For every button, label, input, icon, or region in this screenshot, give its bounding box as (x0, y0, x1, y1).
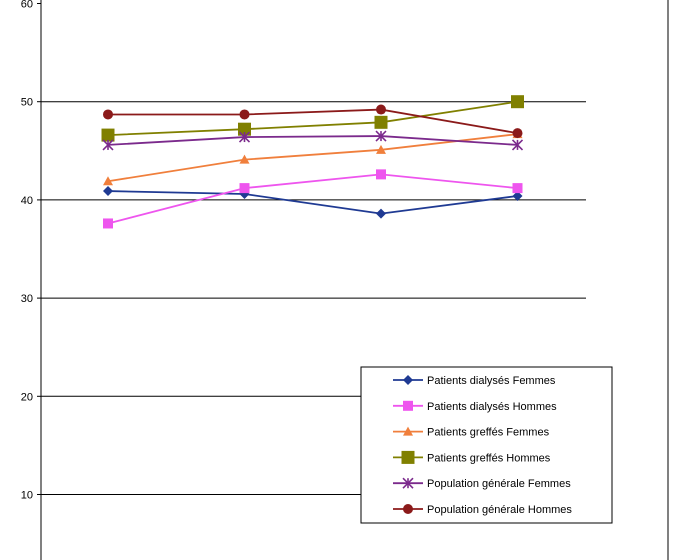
legend: Patients dialysés Femmes Patients dialysé… (360, 366, 613, 524)
series-4-point-2 (238, 122, 251, 136)
series-1-point-1 (103, 186, 113, 197)
series-5 (102, 130, 524, 151)
y-tick-label-30: 30 (21, 293, 33, 305)
legend-label-5: Population générale Femmes (427, 478, 571, 490)
legend-swatch-marker-4 (401, 450, 415, 464)
legend-swatch-marker-2 (403, 400, 413, 411)
legend-item-4: Patients greffés Hommes (393, 450, 551, 464)
series-line-1 (107, 190, 518, 215)
series-2-point-2 (239, 183, 250, 194)
series-1-point-3 (376, 208, 386, 219)
series-line-3 (107, 133, 518, 183)
series-2-point-3 (376, 169, 386, 180)
legend-label-1: Patients dialysés Femmes (427, 375, 556, 387)
series-3-point-1 (103, 176, 113, 186)
series-line-5 (107, 135, 518, 146)
series-5-point-4 (511, 139, 524, 151)
series-1 (103, 186, 523, 219)
axes (40, 0, 669, 560)
legend-item-3: Patients greffés Femmes (393, 426, 550, 439)
y-tick-label-10: 10 (21, 490, 33, 502)
y-tick-label-40: 40 (21, 195, 33, 207)
series-line-2 (107, 173, 518, 225)
legend-swatch-marker-3 (403, 426, 413, 436)
legend-label-3: Patients greffés Femmes (427, 427, 550, 439)
series-5-point-3 (375, 130, 387, 142)
series-line-6 (108, 108, 518, 135)
series-5-point-1 (102, 139, 114, 151)
legend-item-1: Patients dialysés Femmes (393, 375, 556, 387)
legend-item-6: Population générale Hommes (393, 504, 572, 516)
legend-item-5: Population générale Femmes (393, 477, 571, 490)
legend-label-6: Population générale Hommes (427, 504, 572, 516)
series-2-point-1 (103, 218, 113, 229)
series-4 (101, 95, 524, 142)
legend-label-4: Patients greffés Hommes (427, 452, 551, 464)
series-3 (103, 129, 523, 186)
series-line-4 (107, 100, 518, 136)
y-tick-label-60: 60 (21, 0, 33, 11)
series-6-point-1 (103, 109, 113, 120)
series-6-point-3 (376, 104, 386, 115)
series-4-point-4 (511, 95, 524, 109)
legend-label-2: Patients dialysés Hommes (427, 401, 557, 413)
series-6-point-4 (512, 128, 523, 139)
series-group (101, 95, 524, 229)
y-tick-label-50: 50 (21, 97, 33, 109)
series-4-point-1 (101, 128, 115, 142)
series-3-point-2 (239, 154, 250, 164)
series-5-point-2 (238, 131, 251, 143)
legend-swatch-marker-5 (402, 477, 414, 489)
series-4-point-3 (374, 115, 388, 129)
legend-swatch-marker-1 (403, 375, 413, 385)
series-3-point-3 (376, 144, 386, 154)
y-tick-label-20: 20 (21, 391, 33, 403)
series-2-point-4 (512, 183, 523, 194)
legend-item-2: Patients dialysés Hommes (393, 400, 557, 413)
series-6-point-2 (239, 109, 250, 120)
y-tick-labels: 10 20 30 40 50 60 (21, 0, 41, 502)
legend-box (360, 366, 613, 524)
series-2 (103, 169, 523, 229)
legend-swatch-marker-6 (403, 504, 413, 514)
series-6 (103, 104, 523, 139)
series-1-point-4 (512, 190, 523, 201)
